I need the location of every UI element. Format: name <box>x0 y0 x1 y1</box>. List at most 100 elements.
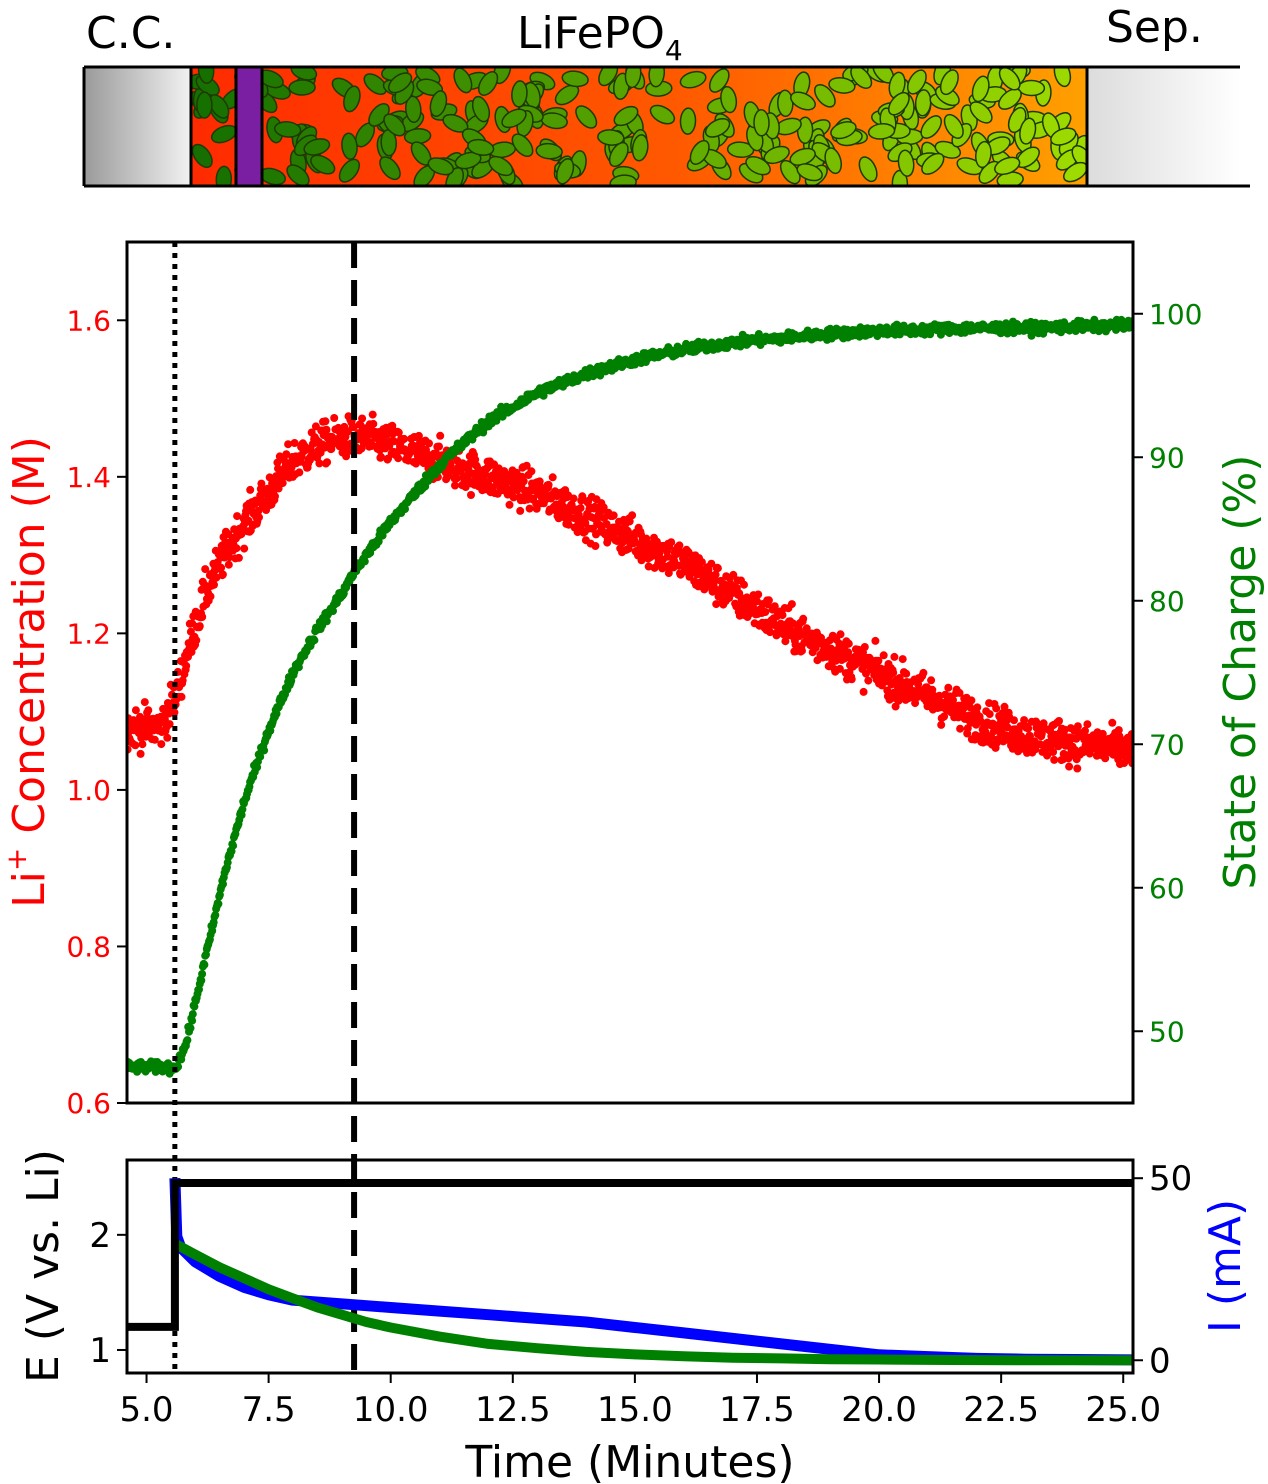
concentration-point <box>1101 754 1110 763</box>
particle <box>726 141 755 158</box>
concentration-point <box>935 691 944 700</box>
particle <box>310 154 336 175</box>
concentration-point <box>182 661 191 670</box>
particle <box>777 89 794 118</box>
concentration-point <box>234 553 243 562</box>
concentration-point <box>927 676 936 685</box>
concentration-point <box>967 696 976 705</box>
concentration-point <box>847 675 856 684</box>
concentration-point <box>198 613 207 621</box>
concentration-point <box>131 741 140 750</box>
particle <box>753 109 770 137</box>
particle <box>341 132 358 160</box>
particle <box>790 91 816 111</box>
soc-axis-ticks: 50 60 70 80 90 100 <box>1133 298 1202 1048</box>
concentration-point <box>836 630 845 639</box>
particle <box>405 95 422 124</box>
event-lines-top <box>172 242 358 1373</box>
concentration-point <box>712 600 721 609</box>
concentration-point <box>1049 748 1058 756</box>
concentration-axis-ticks: 0.6 0.8 1.0 1.2 1.4 1.6 <box>66 304 127 1120</box>
particle <box>631 134 649 162</box>
concentration-soc-panel: 0.6 0.8 1.0 1.2 1.4 1.6 50 60 70 80 90 100 Li+ Con… <box>0 240 1266 1373</box>
soc-point <box>198 970 207 978</box>
concentration-point <box>257 479 266 488</box>
particle <box>556 158 575 185</box>
particle <box>939 69 959 96</box>
concentration-point <box>467 491 475 499</box>
concentration-point <box>150 735 159 744</box>
concentration-point <box>1000 702 1009 711</box>
current-tick-label: 50 <box>1149 1159 1192 1199</box>
concentration-point <box>165 720 174 729</box>
concentration-point <box>525 504 534 513</box>
particle <box>689 139 710 165</box>
concentration-tick-label: 1.0 <box>66 774 111 807</box>
top-plot-frame <box>125 240 1135 1105</box>
concentration-point <box>1020 716 1029 725</box>
concentration-point <box>835 664 844 673</box>
particle <box>679 70 707 89</box>
time-tick-label: 20.0 <box>841 1390 917 1430</box>
particle <box>824 147 843 175</box>
particle <box>387 72 413 94</box>
concentration-point <box>859 687 868 696</box>
time-tick-label: 25.0 <box>1085 1390 1161 1430</box>
concentration-point <box>591 542 600 550</box>
soc-point <box>214 899 223 908</box>
electrode-schematic: C.C. LiFePO4 Sep. <box>82 2 1250 188</box>
soc-point <box>256 752 265 761</box>
particle <box>969 101 993 124</box>
soc-point <box>360 557 369 566</box>
concentration-point <box>605 534 613 543</box>
particle <box>679 107 697 135</box>
soc-point <box>322 617 331 626</box>
particle <box>208 94 230 119</box>
concentration-axis-label: Li+ Concentration (M) <box>0 436 55 908</box>
bottom-plot-frame <box>125 1158 1135 1375</box>
current-tick-label: 0 <box>1149 1341 1171 1381</box>
concentration-points <box>127 410 1133 773</box>
soc-point <box>310 636 319 645</box>
soc-axis-label: State of Charge (%) <box>1215 455 1266 890</box>
concentration-point <box>224 560 233 569</box>
time-tick-label: 5.0 <box>119 1390 173 1430</box>
concentration-point <box>1024 724 1033 733</box>
concentration-point <box>987 733 996 742</box>
current-line <box>169 1178 1133 1366</box>
concentration-point <box>157 740 166 749</box>
soc-point <box>211 911 220 920</box>
concentration-point <box>323 458 332 467</box>
concentration-point <box>1065 762 1074 771</box>
concentration-point <box>1064 754 1073 763</box>
particle <box>796 163 823 182</box>
particle <box>575 105 598 129</box>
concentration-point <box>192 636 201 645</box>
particle <box>779 159 801 185</box>
soc-point <box>329 607 337 615</box>
concentration-point <box>840 654 849 663</box>
concentration-point <box>240 544 249 553</box>
particle <box>488 155 514 177</box>
concentration-point <box>599 503 608 512</box>
concentration-point <box>625 517 634 526</box>
current-collector <box>84 67 191 186</box>
particle <box>745 156 771 176</box>
concentration-point <box>322 425 331 434</box>
particle <box>429 90 448 118</box>
current-axis-label: I (mA) <box>1200 1199 1251 1333</box>
reaction-front-marker <box>234 65 264 188</box>
particle <box>828 76 856 94</box>
concentration-point <box>956 724 965 733</box>
concentration-point <box>844 648 853 657</box>
concentration-point <box>879 651 888 660</box>
concentration-point <box>564 520 573 529</box>
particle <box>613 105 639 127</box>
concentration-point <box>889 668 898 677</box>
particle <box>608 141 629 168</box>
concentration-point <box>246 485 255 494</box>
concentration-point <box>798 646 806 655</box>
potential-line <box>127 1179 1133 1331</box>
concentration-point <box>225 553 234 562</box>
concentration-point <box>1010 716 1018 725</box>
